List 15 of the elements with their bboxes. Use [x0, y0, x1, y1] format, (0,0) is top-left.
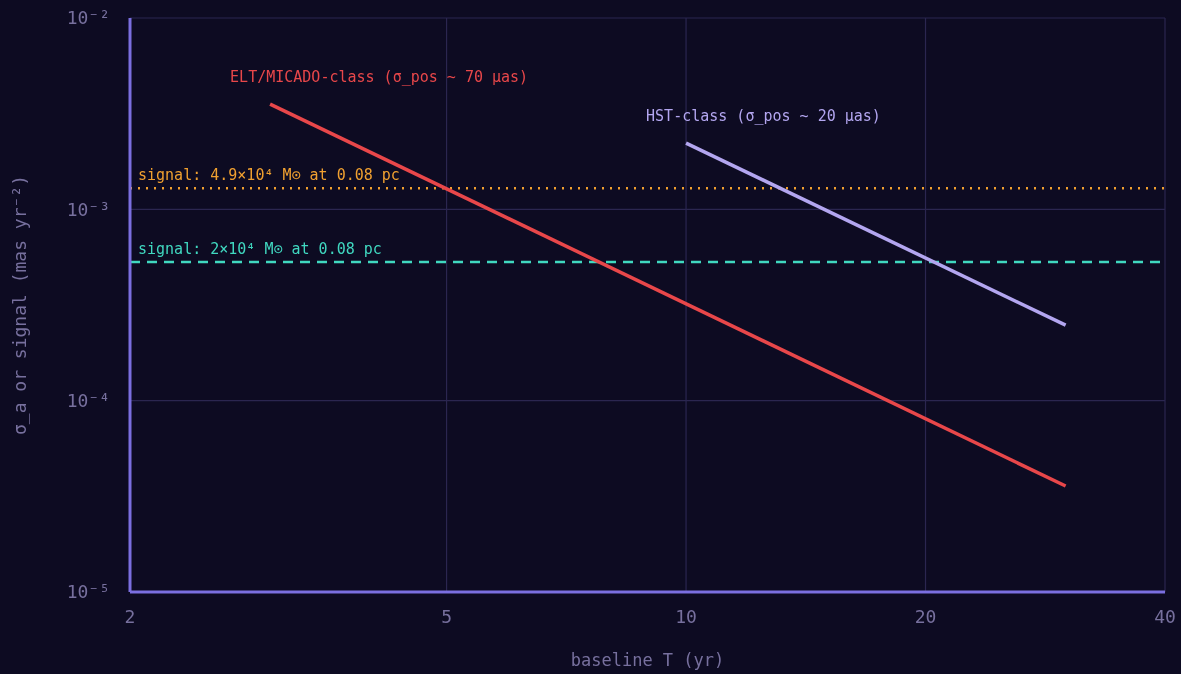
x-axis-title: baseline T (yr)	[570, 650, 725, 670]
x-tick-label: 40	[1154, 605, 1176, 627]
annotation: signal: 4.9×10⁴ M⊙ at 0.08 pc	[138, 166, 400, 185]
annotation: signal: 2×10⁴ M⊙ at 0.08 pc	[138, 240, 382, 259]
x-tick-label: 10	[675, 605, 697, 627]
y-tick-label: 10⁻⁵	[66, 581, 110, 603]
y-axis-title: σ_a or signal (mas yr⁻²)	[9, 174, 31, 436]
x-tick-label: 2	[124, 605, 136, 627]
y-tick-label: 10⁻²	[66, 7, 110, 29]
text: HST-class (σ_pos ~ 20 μas)	[646, 107, 881, 126]
text: ELT/MICADO-class (σ_pos ~ 70 μas)	[230, 68, 529, 87]
x-tick-label: 20	[914, 605, 937, 627]
y-tick-label: 10⁻³	[66, 198, 110, 220]
x-tick-label: 5	[441, 605, 452, 627]
y-tick-label: 10⁻⁴	[66, 390, 110, 412]
